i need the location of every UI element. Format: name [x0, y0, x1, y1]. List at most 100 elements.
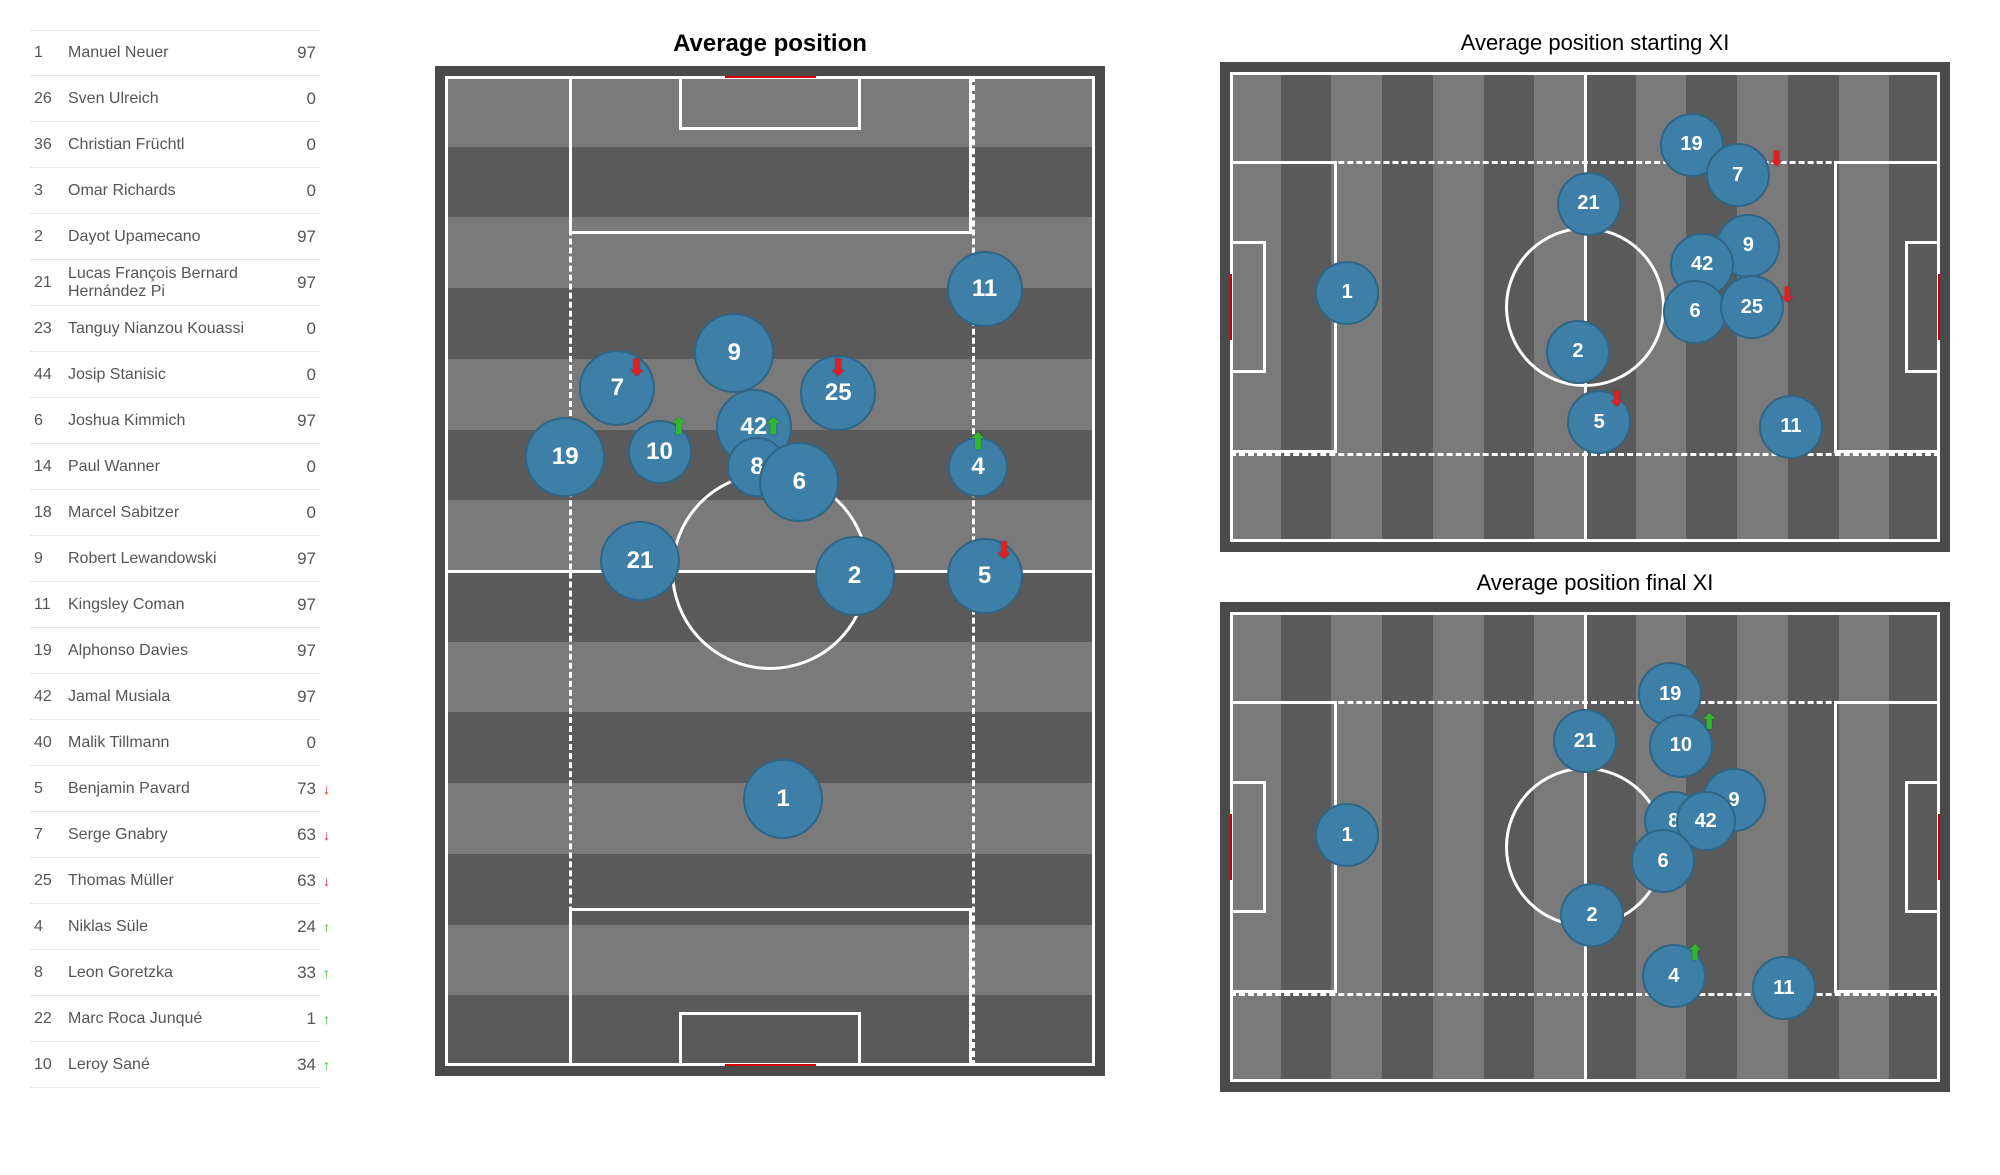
roster-number: 6: [34, 412, 68, 430]
roster-name: Benjamin Pavard: [68, 780, 278, 798]
starting-pitch-field: 197⬇219421625⬇25⬇11: [1230, 72, 1940, 542]
roster-row: 4Niklas Süle24↑: [30, 904, 320, 950]
roster-name: Marc Roca Junqué: [68, 1010, 278, 1028]
roster-row: 26Sven Ulreich0: [30, 76, 320, 122]
player-marker: 11: [1752, 956, 1816, 1020]
player-marker: 11: [947, 251, 1023, 327]
roster-minutes: 0: [278, 181, 316, 201]
roster-row: 19Alphonso Davies97: [30, 628, 320, 674]
roster-minutes: 97: [278, 549, 316, 569]
roster-number: 14: [34, 458, 68, 476]
roster-number: 11: [34, 596, 68, 614]
player-marker: 2: [1560, 883, 1624, 947]
sub-on-icon: ⬆: [1701, 710, 1718, 735]
roster-name: Kingsley Coman: [68, 596, 278, 614]
roster-minutes: 33↑: [278, 963, 316, 983]
sub-off-icon: ⬇: [829, 355, 847, 381]
right-column: Average position starting XI 197⬇2194216…: [1220, 30, 1970, 1145]
roster-minutes: 0: [278, 457, 316, 477]
sub-on-icon: ↑: [323, 1057, 330, 1073]
sub-off-icon: ↓: [323, 781, 330, 797]
roster-minutes: 97: [278, 43, 316, 63]
sub-on-icon: ⬆: [969, 429, 987, 455]
main-pitch: 1197⬇25⬇1910⬆42⬆864⬆2125⬇1: [435, 66, 1105, 1076]
roster-number: 26: [34, 90, 68, 108]
roster-number: 2: [34, 228, 68, 246]
roster-name: Christian Früchtl: [68, 136, 278, 154]
roster-name: Josip Stanisic: [68, 366, 278, 384]
roster-name: Sven Ulreich: [68, 90, 278, 108]
roster-minutes: 0: [278, 733, 316, 753]
roster-name: Alphonso Davies: [68, 642, 278, 660]
roster-number: 18: [34, 504, 68, 522]
roster-number: 3: [34, 182, 68, 200]
roster-number: 5: [34, 780, 68, 798]
roster-row: 2Dayot Upamecano97: [30, 214, 320, 260]
player-marker: 19: [525, 417, 605, 497]
roster-row: 6Joshua Kimmich97: [30, 398, 320, 444]
roster-row: 3Omar Richards0: [30, 168, 320, 214]
roster-number: 42: [34, 688, 68, 706]
player-marker: 6: [759, 442, 839, 522]
roster-row: 9Robert Lewandowski97: [30, 536, 320, 582]
roster-minutes: 97: [278, 411, 316, 431]
roster-minutes: 0: [278, 135, 316, 155]
final-pitch: 192110⬆98⬆421624⬆11: [1220, 602, 1950, 1092]
roster-number: 44: [34, 366, 68, 384]
roster-minutes: 63↓: [278, 825, 316, 845]
sub-off-icon: ⬇: [628, 355, 646, 381]
roster-row: 22Marc Roca Junqué1↑: [30, 996, 320, 1042]
roster-number: 36: [34, 136, 68, 154]
roster-minutes: 63↓: [278, 871, 316, 891]
center-column: Average position 1197⬇25⬇1910⬆42⬆864⬆212…: [350, 30, 1190, 1145]
roster-row: 8Leon Goretzka33↑: [30, 950, 320, 996]
roster-row: 18Marcel Sabitzer0: [30, 490, 320, 536]
roster-minutes: 1↑: [278, 1009, 316, 1029]
roster-row: 23Tanguy Nianzou Kouassi0: [30, 306, 320, 352]
final-pitch-title: Average position final XI: [1220, 570, 1970, 596]
player-marker: 7: [1706, 143, 1770, 207]
roster-row: 7Serge Gnabry63↓: [30, 812, 320, 858]
roster-minutes: 73↓: [278, 779, 316, 799]
player-marker: 1: [1315, 261, 1379, 325]
roster-number: 22: [34, 1010, 68, 1028]
roster-name: Malik Tillmann: [68, 734, 278, 752]
roster-name: Lucas François Bernard Hernández Pi: [68, 265, 278, 300]
roster-row: 1Manuel Neuer97: [30, 30, 320, 76]
roster-minutes: 97: [278, 227, 316, 247]
player-marker: 2: [815, 536, 895, 616]
main-pitch-field: 1197⬇25⬇1910⬆42⬆864⬆2125⬇1: [445, 76, 1095, 1066]
starting-pitch-title: Average position starting XI: [1220, 30, 1970, 56]
roster-name: Joshua Kimmich: [68, 412, 278, 430]
sub-on-icon: ⬆: [670, 414, 688, 440]
roster-row: 25Thomas Müller63↓: [30, 858, 320, 904]
player-marker: 21: [1557, 172, 1621, 236]
sub-off-icon: ⬇: [1609, 386, 1626, 411]
roster-name: Manuel Neuer: [68, 44, 278, 62]
roster-table: 1Manuel Neuer9726Sven Ulreich036Christia…: [30, 30, 320, 1145]
roster-minutes: 0: [278, 365, 316, 385]
final-pitch-field: 192110⬆98⬆421624⬆11: [1230, 612, 1940, 1082]
roster-row: 40Malik Tillmann0: [30, 720, 320, 766]
roster-name: Marcel Sabitzer: [68, 504, 278, 522]
roster-minutes: 97: [278, 687, 316, 707]
roster-number: 19: [34, 642, 68, 660]
roster-name: Leon Goretzka: [68, 964, 278, 982]
sub-off-icon: ↓: [323, 827, 330, 843]
player-marker: 9: [694, 313, 774, 393]
roster-name: Thomas Müller: [68, 872, 278, 890]
roster-number: 8: [34, 964, 68, 982]
roster-minutes: 0: [278, 503, 316, 523]
roster-name: Serge Gnabry: [68, 826, 278, 844]
player-marker: 21: [1553, 709, 1617, 773]
roster-number: 9: [34, 550, 68, 568]
roster-name: Tanguy Nianzou Kouassi: [68, 320, 278, 338]
roster-minutes: 34↑: [278, 1055, 316, 1075]
player-marker: 6: [1631, 829, 1695, 893]
roster-number: 7: [34, 826, 68, 844]
starting-pitch: 197⬇219421625⬇25⬇11: [1220, 62, 1950, 552]
roster-minutes: 97: [278, 595, 316, 615]
roster-name: Jamal Musiala: [68, 688, 278, 706]
roster-number: 23: [34, 320, 68, 338]
roster-name: Omar Richards: [68, 182, 278, 200]
